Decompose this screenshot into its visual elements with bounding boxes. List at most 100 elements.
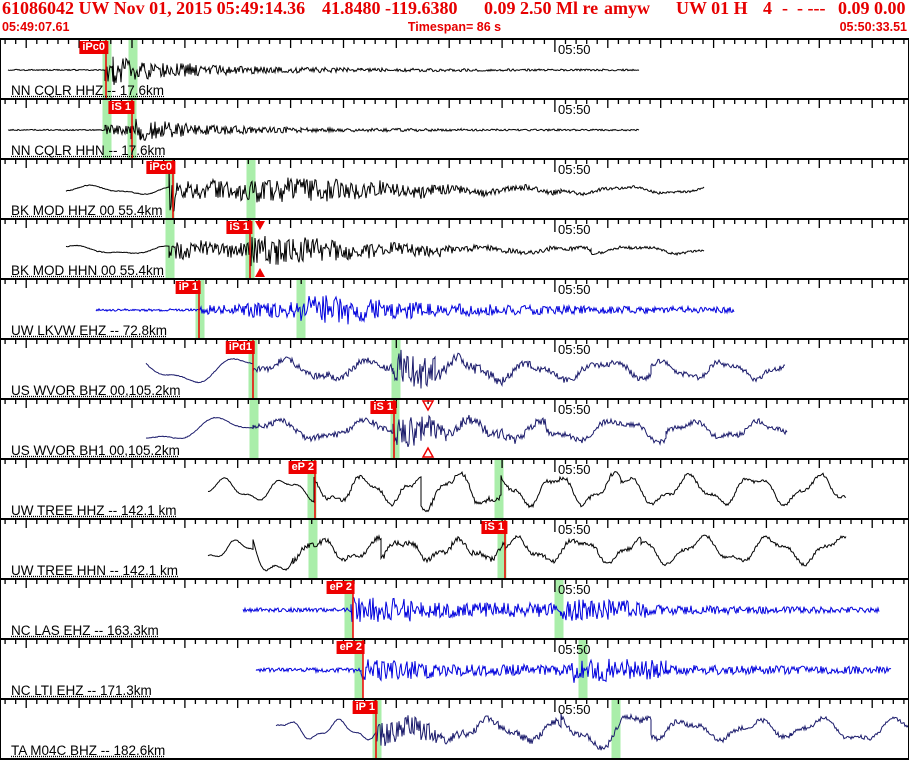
pick-uncertainty-band — [497, 520, 507, 578]
waveform-canvas[interactable] — [1, 580, 908, 638]
time-ticks — [4, 460, 905, 472]
station-label: NC LAS EHZ -- 163.3km — [11, 623, 159, 638]
time-ticks — [4, 280, 905, 292]
pick-uncertainty-band — [307, 460, 317, 518]
pick-uncertainty-band — [344, 580, 354, 638]
trace-row-7[interactable]: iS 1 05:50 US WVOR BH1 00,105.2km — [1, 398, 908, 458]
minute-time-label: 05:50 — [558, 222, 591, 237]
waveform-canvas[interactable] — [1, 220, 908, 278]
waveform-canvas[interactable] — [1, 460, 908, 518]
trace-row-3[interactable]: iPc0 05:50 BK MOD HHZ 00 55.4km — [1, 158, 908, 218]
pick-uncertainty-band — [249, 400, 259, 458]
minute-time-label: 05:50 — [558, 102, 591, 117]
time-ticks — [4, 700, 905, 712]
phase-pick-flag[interactable]: iS 1 — [370, 401, 396, 414]
trace-row-10[interactable]: eP 2 05:50 NC LAS EHZ -- 163.3km — [1, 578, 908, 638]
station-label: UW LKVW EHZ -- 72.8km — [11, 323, 168, 338]
amplitude-marker — [255, 268, 265, 277]
pick-uncertainty-band — [165, 220, 175, 278]
waveform-canvas[interactable] — [1, 40, 908, 98]
phase-pick-flag[interactable]: eP 2 — [336, 641, 365, 654]
time-ticks — [4, 160, 905, 172]
waveform-canvas[interactable] — [1, 100, 908, 158]
waveform-trace — [207, 471, 847, 513]
phase-pick-flag[interactable]: iS 1 — [226, 221, 252, 234]
station-label: US WVOR BH1 00,105.2km — [11, 443, 180, 458]
station-label: UW TREE HHN -- 142.1 km — [11, 563, 179, 578]
waveform-canvas[interactable] — [1, 700, 908, 758]
pick-uncertainty-band — [296, 280, 306, 338]
timespan-label: Timespan= 86 s — [407, 20, 502, 34]
trace-row-2[interactable]: iS 1 05:50 NN CQLR HHN -- 17.6km — [1, 98, 908, 158]
trace-row-12[interactable]: iP 1 05:50 TA M04C BHZ -- 182.6km — [1, 698, 908, 758]
station-label: US WVOR BHZ 00,105.2km — [11, 383, 181, 398]
waveform-trace — [145, 414, 788, 448]
pick-uncertainty-band — [494, 460, 504, 518]
trace-row-5[interactable]: iP 1 05:50 UW LKVW EHZ -- 72.8km — [1, 278, 908, 338]
waveform-trace — [242, 596, 880, 622]
pick-uncertainty-band — [554, 580, 564, 638]
phase-pick-flag[interactable]: eP 2 — [288, 461, 317, 474]
pick-uncertainty-band — [246, 160, 256, 218]
station-label: TA M04C BHZ -- 182.6km — [11, 743, 166, 758]
waveform-canvas[interactable] — [1, 160, 908, 218]
phase-pick-flag[interactable]: iP 1 — [175, 281, 201, 294]
pick-uncertainty-band — [372, 700, 382, 758]
station-label: NN CQLR HHZ -- 17.6km — [11, 83, 165, 98]
waveform-trace — [207, 534, 847, 572]
amplitude-marker — [421, 446, 435, 458]
amplitude-marker — [255, 221, 265, 230]
time-ticks — [4, 40, 905, 52]
waveform-trace — [65, 235, 705, 267]
phase-pick-flag[interactable]: iPd1 — [225, 341, 255, 354]
pick-uncertainty-band — [391, 340, 401, 398]
station-label: BK MOD HHN 00 55.4km — [11, 263, 165, 278]
waveform-canvas[interactable] — [1, 640, 908, 698]
time-ticks — [4, 340, 905, 352]
minute-time-label: 05:50 — [558, 42, 591, 57]
phase-pick-flag[interactable]: iS 1 — [481, 521, 507, 534]
time-ticks — [4, 100, 905, 112]
trace-row-6[interactable]: iPd1 05:50 US WVOR BHZ 00,105.2km — [1, 338, 908, 398]
waveform-trace — [7, 118, 640, 141]
phase-pick-flag[interactable]: iPc0 — [79, 41, 108, 54]
waveform-canvas[interactable] — [1, 400, 908, 458]
minute-time-label: 05:50 — [558, 402, 591, 417]
waveform-trace — [95, 295, 735, 325]
station-label: NC LTI EHZ -- 171.3km — [11, 683, 152, 698]
minute-time-label: 05:50 — [558, 642, 591, 657]
event-id-datetime: 61086042 UW Nov 01, 2015 05:49:14.36 — [2, 0, 306, 18]
waveform-trace — [275, 712, 908, 751]
network-code: UW 01 H — [676, 0, 748, 18]
phase-pick-flag[interactable]: eP 2 — [326, 581, 355, 594]
pick-uncertainty-band — [390, 400, 400, 458]
trace-row-11[interactable]: eP 2 05:50 NC LTI EHZ -- 171.3km — [1, 638, 908, 698]
trace-row-8[interactable]: eP 2 05:50 UW TREE HHZ -- 142.1 km — [1, 458, 908, 518]
waveform-trace — [7, 56, 640, 85]
trace-row-4[interactable]: iS 1 05:50 BK MOD HHN 00 55.4km — [1, 218, 908, 278]
phase-pick-flag[interactable]: iPc0 — [146, 161, 175, 174]
station-label: BK MOD HHZ 00 55.4km — [11, 203, 163, 218]
event-location: 41.8480 -119.6380 — [322, 0, 458, 18]
phase-pick-flag[interactable]: iP 1 — [352, 701, 378, 714]
waveform-canvas[interactable] — [1, 340, 908, 398]
trace-row-1[interactable]: iPc0 05:50 NN CQLR HHZ -- 17.6km — [1, 38, 908, 98]
pick-uncertainty-band — [308, 520, 318, 578]
trace-area: iPc0 05:50 NN CQLR HHZ -- 17.6km iS 1 05:50 N… — [0, 38, 909, 760]
trace-row-9[interactable]: iS 1 05:50 UW TREE HHN -- 142.1 km — [1, 518, 908, 578]
time-ticks — [4, 520, 905, 532]
waveform-trace — [145, 349, 786, 389]
time-ticks — [4, 640, 905, 652]
time-ticks — [4, 580, 905, 592]
analyst-id: amyw — [604, 0, 650, 18]
minute-time-label: 05:50 — [558, 582, 591, 597]
event-magnitude: 0.09 2.50 Ml re — [484, 0, 599, 18]
status-flags: - - --- — [782, 0, 826, 18]
window-start-time: 05:49:07.61 — [2, 20, 70, 34]
minute-time-label: 05:50 — [558, 462, 591, 477]
minute-time-label: 05:50 — [558, 342, 591, 357]
amplitude-marker — [421, 400, 435, 412]
phase-pick-flag[interactable]: iS 1 — [108, 101, 134, 114]
waveform-canvas[interactable] — [1, 280, 908, 338]
